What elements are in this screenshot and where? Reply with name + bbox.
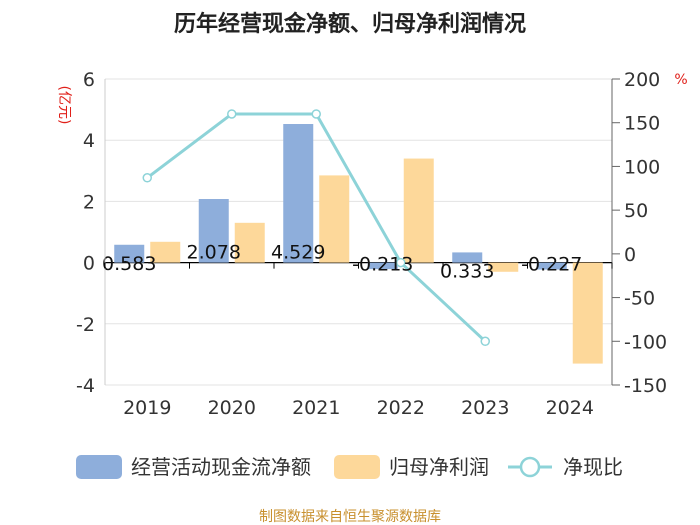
data-label: 0.333 bbox=[440, 260, 494, 282]
right-tick-label: 200 bbox=[624, 69, 660, 91]
right-tick-label: 150 bbox=[624, 113, 660, 135]
legend-label: 净现比 bbox=[563, 455, 623, 479]
data-labels: 0.583 2.078 4.529 -0.213 0.333 -0.227 bbox=[102, 242, 582, 283]
legend-swatch bbox=[334, 455, 380, 479]
legend-marker bbox=[519, 456, 541, 478]
bar-net-profit bbox=[572, 262, 603, 364]
left-tick-label: 0 bbox=[83, 253, 95, 275]
data-label: -0.213 bbox=[352, 254, 413, 276]
right-tick-label: -150 bbox=[624, 375, 667, 397]
line-point bbox=[396, 257, 406, 268]
legend-label: 归母净利润 bbox=[389, 455, 489, 479]
line-point bbox=[142, 173, 152, 183]
left-tick-label: -4 bbox=[76, 375, 95, 397]
data-label: 0.583 bbox=[102, 253, 156, 275]
x-tick-label: 2022 bbox=[377, 397, 425, 419]
bar-net-profit bbox=[319, 175, 350, 263]
x-tick-label: 2019 bbox=[123, 397, 171, 419]
data-label: 4.529 bbox=[271, 242, 325, 264]
data-label: -0.227 bbox=[521, 254, 582, 276]
line-point bbox=[227, 109, 237, 119]
x-tick-label: 2020 bbox=[208, 397, 256, 419]
left-tick-label: -2 bbox=[76, 314, 95, 336]
source-note: 制图数据来自恒生聚源数据库 bbox=[259, 509, 441, 525]
bar-operating-cashflow bbox=[283, 124, 314, 263]
left-tick-label: 6 bbox=[83, 69, 95, 91]
legend: 经营活动现金流净额 归母净利润 净现比 bbox=[76, 455, 623, 479]
line-point bbox=[311, 109, 321, 119]
line-net-cash-ratio bbox=[146, 112, 487, 343]
x-tick-label: 2023 bbox=[461, 397, 509, 419]
bar-operating-cashflow bbox=[114, 244, 145, 263]
bar-net-profit bbox=[234, 222, 265, 263]
right-tick-label: -50 bbox=[624, 288, 655, 310]
legend-swatch bbox=[76, 455, 122, 479]
right-tick-label: -100 bbox=[624, 331, 667, 353]
x-tick-label: 2024 bbox=[546, 397, 594, 419]
legend-label: 经营活动现金流净额 bbox=[131, 455, 311, 479]
chart-title: 历年经营现金净额、归母净利润情况 bbox=[174, 11, 526, 37]
bar-net-profit bbox=[488, 262, 519, 272]
bar-net-profit bbox=[403, 158, 434, 263]
bar-net-profit bbox=[150, 241, 181, 263]
right-tick-label: 0 bbox=[624, 244, 636, 266]
left-tick-label: 4 bbox=[83, 130, 95, 152]
right-axis-unit: % bbox=[674, 72, 687, 88]
bar-operating-cashflow bbox=[198, 199, 229, 263]
axes: 6 4 2 0 -2 -4 200 150 100 50 0 -50 -100 -150 2019 2020 2… bbox=[76, 69, 667, 419]
x-tick-label: 2021 bbox=[292, 397, 340, 419]
bar-operating-cashflow bbox=[367, 262, 398, 270]
bar-operating-cashflow bbox=[452, 252, 483, 263]
grid-lines bbox=[105, 78, 612, 386]
left-axis-unit: (亿元) bbox=[56, 86, 72, 125]
left-tick-label: 2 bbox=[83, 191, 95, 213]
line-point bbox=[480, 336, 490, 347]
right-tick-label: 50 bbox=[624, 200, 648, 222]
bar-operating-cashflow bbox=[536, 262, 567, 270]
data-label: 2.078 bbox=[187, 242, 241, 264]
right-tick-label: 100 bbox=[624, 156, 660, 178]
line-series bbox=[142, 109, 490, 347]
bar-series bbox=[114, 124, 603, 364]
